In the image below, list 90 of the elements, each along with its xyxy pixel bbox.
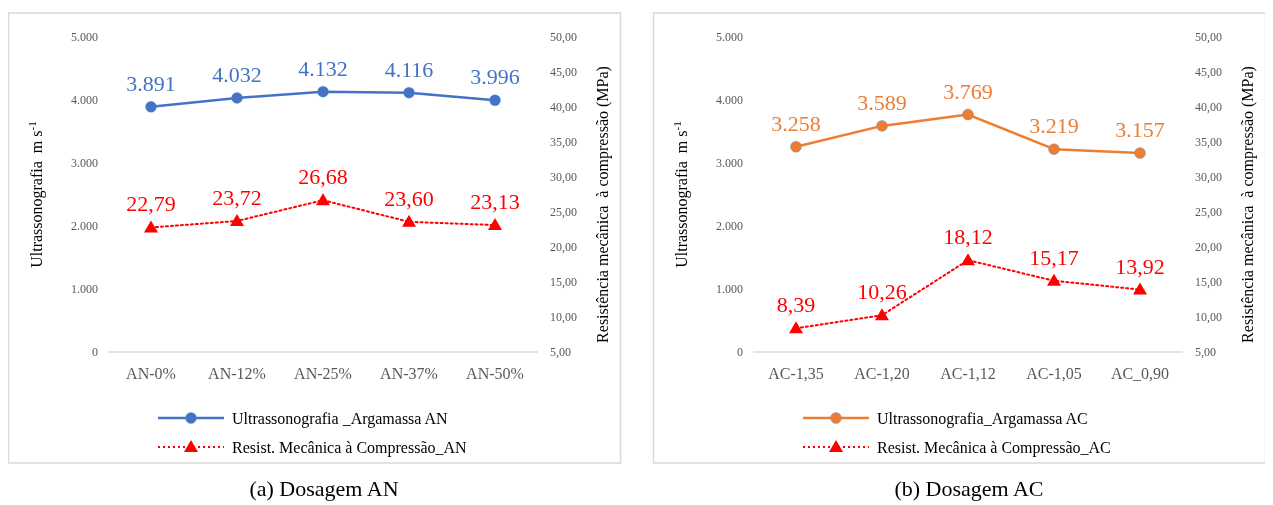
point [789,321,803,334]
y2-tick-label: 45,00 [550,65,577,80]
point [1133,282,1147,295]
data-label: 3.258 [771,110,821,136]
point [317,85,329,98]
x-tick-label: AN-50% [466,365,524,382]
y2-tick-label: 15,00 [550,275,577,290]
point [962,108,974,121]
x-tick-label: AC-1,35 [768,365,824,382]
y-tick-label: 1.000 [71,282,98,297]
y2-tick-label: 10,00 [550,310,577,325]
data-label: 13,92 [1115,253,1165,279]
data-label: 3.157 [1115,117,1165,143]
point [144,220,158,233]
data-label: 23,60 [384,185,434,211]
data-label: 3.996 [470,64,520,90]
point [1048,143,1060,156]
point [316,193,330,206]
text: (b) Dosagem AC [894,476,1044,501]
text: (a) Dosagem AN [249,476,399,501]
data-label: 10,26 [857,279,907,305]
point [488,218,502,231]
y2-axis-title: Resistência mecânica à compressão (MPa) [1239,66,1257,343]
x-tick-label: AC-1,20 [854,365,910,382]
legend-label: Ultrassonografia_Argamassa AC [877,409,1088,428]
y-tick-label: 0 [737,345,743,360]
point [145,100,157,113]
point [402,214,416,227]
data-label: 3.769 [943,78,993,104]
data-label: 3.219 [1029,113,1079,139]
y-tick-label: 0 [92,345,98,360]
y2-tick-label: 30,00 [1195,170,1222,185]
y2-tick-label: 25,00 [550,205,577,220]
y2-tick-label: 20,00 [550,240,577,255]
y2-tick-label: 35,00 [1195,135,1222,150]
y2-tick-label: 15,00 [1195,275,1222,290]
y2-tick-label: 20,00 [1195,240,1222,255]
point [875,308,889,321]
legend-label: Resist. Mecânica à Compressão_AC [877,438,1111,457]
x-tick-label: AC-1,05 [1026,365,1082,382]
point [230,213,244,226]
y2-tick-label: 10,00 [1195,310,1222,325]
point [876,119,888,132]
data-label: 8,39 [776,292,816,318]
data-label: 22,79 [126,191,176,217]
y-tick-label: 5.000 [71,30,98,45]
y2-tick-label: 5,00 [1195,345,1216,360]
legend-label: Resist. Mecânica à Compressão_AN [232,438,468,457]
y2-tick-label: 50,00 [1195,30,1222,45]
y-tick-label: 3.000 [71,156,98,171]
data-label: 4.132 [298,55,348,81]
x-tick-label: AC-1,12 [940,365,996,382]
data-label: 18,12 [943,224,993,250]
data-label: 23,72 [212,184,262,210]
x-tick-label: AC_0,90 [1110,365,1170,382]
y2-tick-label: 45,00 [1195,65,1222,80]
y2-tick-label: 40,00 [550,100,577,115]
y-tick-label: 3.000 [716,156,743,171]
point [1134,147,1146,160]
y-tick-label: 5.000 [716,30,743,45]
data-label: 23,13 [470,189,520,215]
point [961,253,975,266]
y2-axis-title: Resistência mecânica à compressão (MPa) [594,66,612,343]
point [403,86,415,99]
point [790,140,802,153]
y-tick-label: 2.000 [71,219,98,234]
point [231,91,243,104]
x-tick-label: AN-25% [294,365,352,382]
data-label: 4.032 [212,61,262,87]
data-label: 26,68 [298,164,348,190]
data-label: 4.116 [384,56,434,82]
y-tick-label: 2.000 [716,219,743,234]
y-tick-label: 4.000 [716,93,743,108]
y2-tick-label: 25,00 [1195,205,1222,220]
point [1047,273,1061,286]
data-label: 15,17 [1029,244,1079,270]
y-tick-label: 4.000 [71,93,98,108]
x-tick-label: AN-37% [380,365,438,382]
y-tick-label: 1.000 [716,282,743,297]
y2-tick-label: 35,00 [550,135,577,150]
y2-tick-label: 5,00 [550,345,571,360]
x-tick-label: AN-0% [126,365,176,382]
legend-label: Ultrassonografia _Argamassa AN [232,409,449,428]
data-label: 3.589 [857,89,907,115]
x-tick-label: AN-12% [208,365,266,382]
y2-tick-label: 30,00 [550,170,577,185]
data-label: 3.891 [126,70,176,96]
y2-tick-label: 40,00 [1195,100,1222,115]
point [489,94,501,107]
y2-tick-label: 50,00 [550,30,577,45]
